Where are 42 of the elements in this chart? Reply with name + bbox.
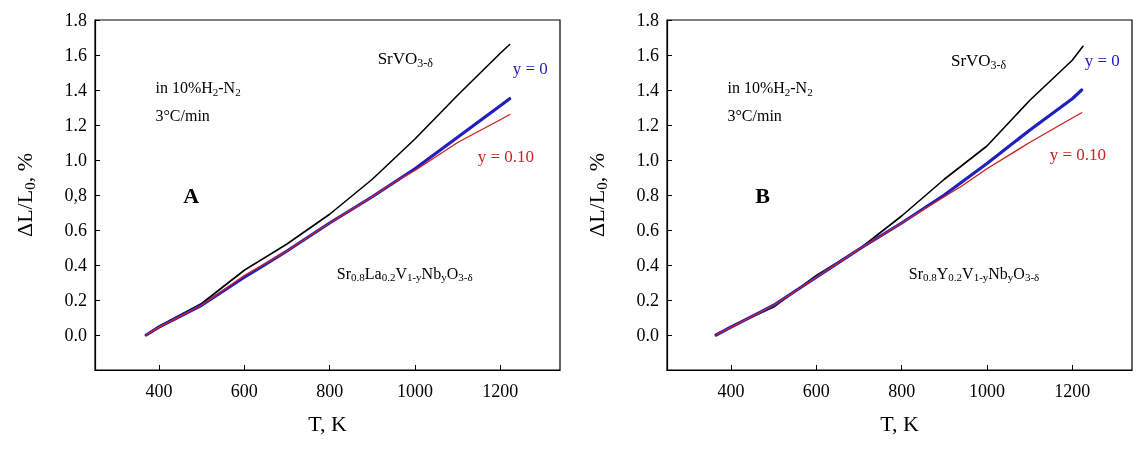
- y-tick-label: 1.2: [636, 115, 659, 135]
- x-axis-title: T, K: [308, 410, 347, 436]
- x-tick-label: 400: [717, 381, 745, 401]
- series-label: y = 0: [512, 59, 548, 79]
- annotation: B: [755, 183, 771, 208]
- y-tick-label: 0.6: [636, 220, 659, 240]
- y-tick-label: 0.6: [64, 220, 87, 240]
- x-tick-label: 1000: [396, 381, 433, 401]
- y-tick-label: 0.4: [636, 255, 659, 275]
- x-tick-label: 1200: [1054, 381, 1091, 401]
- y-tick-label: 1.0: [636, 150, 659, 170]
- annotation: 3°C/min: [155, 107, 210, 124]
- annotation: A: [183, 183, 200, 208]
- y-tick-label: 1.0: [64, 150, 87, 170]
- y-tick-label: 0.2: [64, 290, 87, 310]
- annotation: 3°C/min: [727, 107, 782, 124]
- y-tick-label: 0.4: [64, 255, 87, 275]
- y-tick-label: 1.8: [636, 10, 659, 30]
- x-tick-label: 800: [316, 381, 344, 401]
- y-tick-label: 1.2: [64, 115, 87, 135]
- series-label: y = 0: [1084, 50, 1120, 70]
- y-tick-label: 1.4: [636, 80, 659, 100]
- y-tick-label: 0.0: [64, 325, 87, 345]
- x-tick-label: 400: [145, 381, 173, 401]
- y-tick-label: 0.0: [636, 325, 659, 345]
- x-tick-label: 800: [888, 381, 916, 401]
- y-tick-label: 0,8: [64, 185, 87, 205]
- series-label: y = 0.10: [1049, 145, 1106, 165]
- series-label: y = 0.10: [477, 147, 534, 166]
- x-tick-label: 600: [802, 381, 830, 401]
- y-tick-label: 1.4: [64, 80, 87, 100]
- y-tick-label: 1.6: [636, 45, 659, 65]
- x-tick-label: 1000: [968, 381, 1005, 401]
- x-axis-title: T, K: [880, 410, 919, 436]
- y-tick-label: 0.8: [636, 185, 659, 205]
- y-tick-label: 1.6: [64, 45, 87, 65]
- y-tick-label: 1.8: [64, 10, 87, 30]
- y-axis-title: ΔL/L0, %: [583, 153, 610, 237]
- x-tick-label: 1200: [482, 381, 519, 401]
- y-axis-title: ΔL/L0, %: [11, 153, 38, 237]
- y-tick-label: 0.2: [636, 290, 659, 310]
- x-tick-label: 600: [230, 381, 258, 401]
